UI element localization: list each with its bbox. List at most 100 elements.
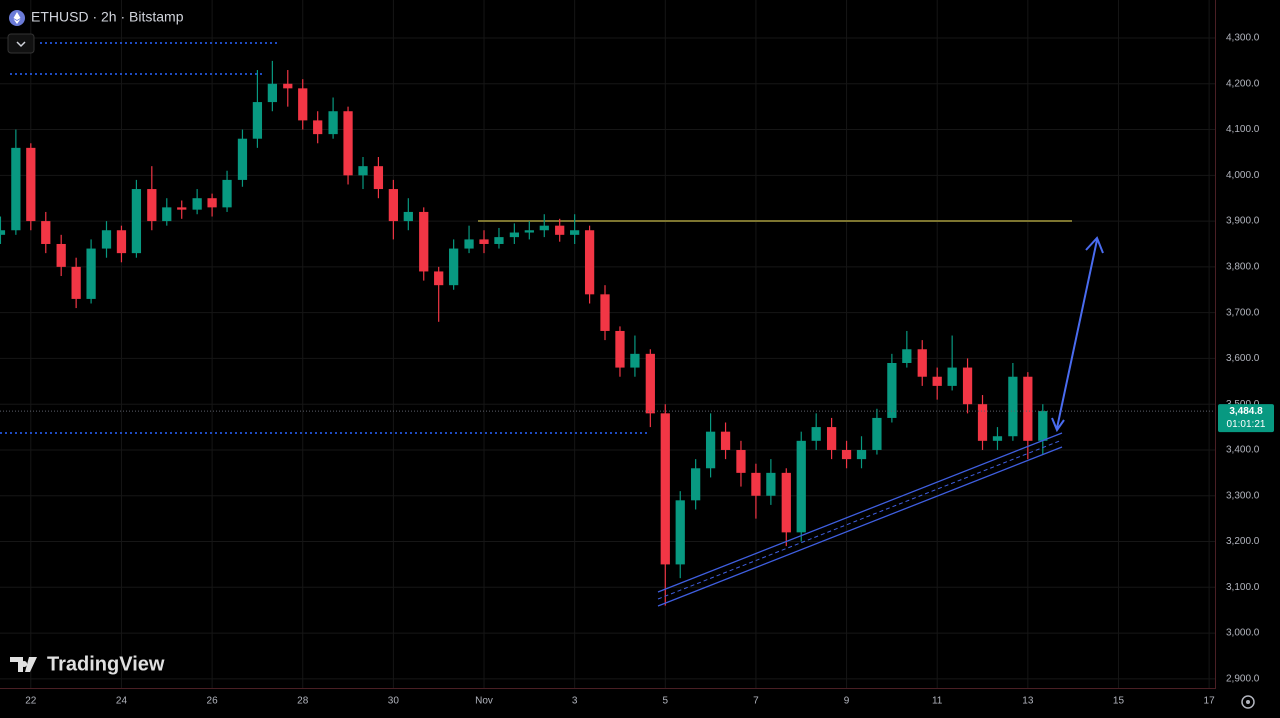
settings-button[interactable] — [1241, 695, 1255, 709]
x-tick-label: 26 — [207, 696, 219, 707]
candle-body — [826, 427, 837, 450]
x-tick-label: 17 — [1204, 696, 1216, 707]
candle-body — [675, 500, 685, 565]
x-tick-label: 9 — [844, 696, 850, 707]
candle-body — [313, 120, 323, 135]
watermark: TradingView — [47, 653, 165, 675]
x-tick-label: 7 — [753, 696, 759, 707]
last-price-tag — [1218, 404, 1274, 433]
candle-body — [841, 449, 852, 460]
candle-body — [1008, 376, 1018, 437]
x-tick-label: 11 — [932, 696, 943, 707]
candles — [0, 60, 1215, 606]
candle-body — [116, 230, 127, 254]
price-axis — [1216, 0, 1280, 718]
candle-body — [992, 436, 1003, 441]
candle-body — [449, 248, 459, 286]
candle-body — [237, 138, 248, 180]
candle-body — [101, 230, 112, 249]
trend-line — [657, 439, 1063, 600]
candle-body — [41, 221, 51, 244]
candle-body — [343, 111, 353, 176]
candle-body — [328, 111, 338, 135]
candle-body — [660, 413, 670, 565]
candle-body — [373, 166, 384, 190]
candle-body — [147, 189, 157, 222]
candle-body — [298, 88, 308, 121]
candle-body — [872, 417, 882, 450]
candle-body — [932, 376, 942, 386]
candle-body — [222, 179, 232, 208]
candle-body — [615, 330, 625, 368]
y-tick-label: 3,200.0 — [1226, 536, 1260, 547]
x-tick-label: 30 — [388, 696, 400, 707]
candle-body — [1038, 411, 1048, 441]
candle-body — [720, 431, 731, 450]
y-tick-label: 3,800.0 — [1226, 262, 1260, 273]
logo-icon — [10, 657, 37, 672]
candle-body — [162, 207, 172, 222]
candle-body — [645, 353, 655, 414]
candle-body — [283, 83, 293, 89]
candle-body — [358, 166, 368, 176]
y-tick-label: 3,000.0 — [1226, 628, 1260, 639]
candle-body — [539, 225, 549, 231]
candle-body — [11, 147, 21, 231]
y-tick-label: 4,000.0 — [1226, 170, 1260, 181]
x-tick-label: 24 — [116, 696, 128, 707]
candle-body — [856, 449, 867, 460]
candle-body — [977, 404, 988, 441]
candle-body — [902, 349, 912, 363]
candle-body — [781, 472, 791, 533]
candle-body — [479, 239, 489, 244]
last-price-label: 3,484.8 — [1229, 406, 1263, 417]
candle-body — [811, 427, 821, 441]
candle-body — [630, 353, 640, 368]
candle-body — [509, 232, 519, 238]
x-tick-label: 28 — [297, 696, 309, 707]
candle-body — [736, 449, 746, 473]
collapse-button[interactable] — [7, 33, 35, 54]
candle-body — [192, 198, 202, 210]
candle-body — [131, 189, 142, 254]
candle-body — [177, 207, 187, 210]
candle-body — [403, 211, 413, 222]
chevron-icon — [16, 41, 26, 48]
y-tick-label: 3,900.0 — [1226, 216, 1260, 227]
projection-arrow — [1051, 236, 1104, 433]
candle-body — [766, 472, 776, 496]
trend-line — [657, 432, 1063, 593]
candle-body — [524, 230, 534, 233]
y-tick-label: 4,200.0 — [1226, 78, 1260, 89]
candle-body — [570, 230, 580, 235]
time-axis — [0, 688, 1280, 718]
y-tick-label: 3,600.0 — [1226, 353, 1260, 364]
countdown: 01:01:21 — [1227, 419, 1266, 430]
candle-body — [252, 102, 263, 139]
settings-icon — [1246, 700, 1250, 704]
candle-body — [947, 367, 957, 386]
x-tick-label: 13 — [1022, 696, 1034, 707]
x-tick-label: Nov — [475, 696, 493, 707]
trend-line — [657, 446, 1063, 607]
y-tick-label: 3,300.0 — [1226, 490, 1260, 501]
candle-body — [388, 189, 398, 222]
candle-body — [705, 431, 716, 469]
candle-body — [26, 147, 36, 222]
x-tick-label: 3 — [572, 696, 578, 707]
x-tick-label: 5 — [663, 696, 669, 707]
candle-body — [56, 243, 66, 267]
candle-body — [962, 367, 973, 405]
candle-body — [555, 225, 565, 235]
candle-body — [207, 198, 217, 208]
candle-body — [419, 211, 429, 272]
x-tick-label: 22 — [25, 696, 37, 707]
candle-body — [600, 294, 610, 331]
y-tick-label: 3,700.0 — [1226, 307, 1260, 318]
y-tick-label: 4,300.0 — [1226, 33, 1260, 44]
symbol-icon — [13, 12, 21, 24]
candle-body — [796, 440, 806, 533]
